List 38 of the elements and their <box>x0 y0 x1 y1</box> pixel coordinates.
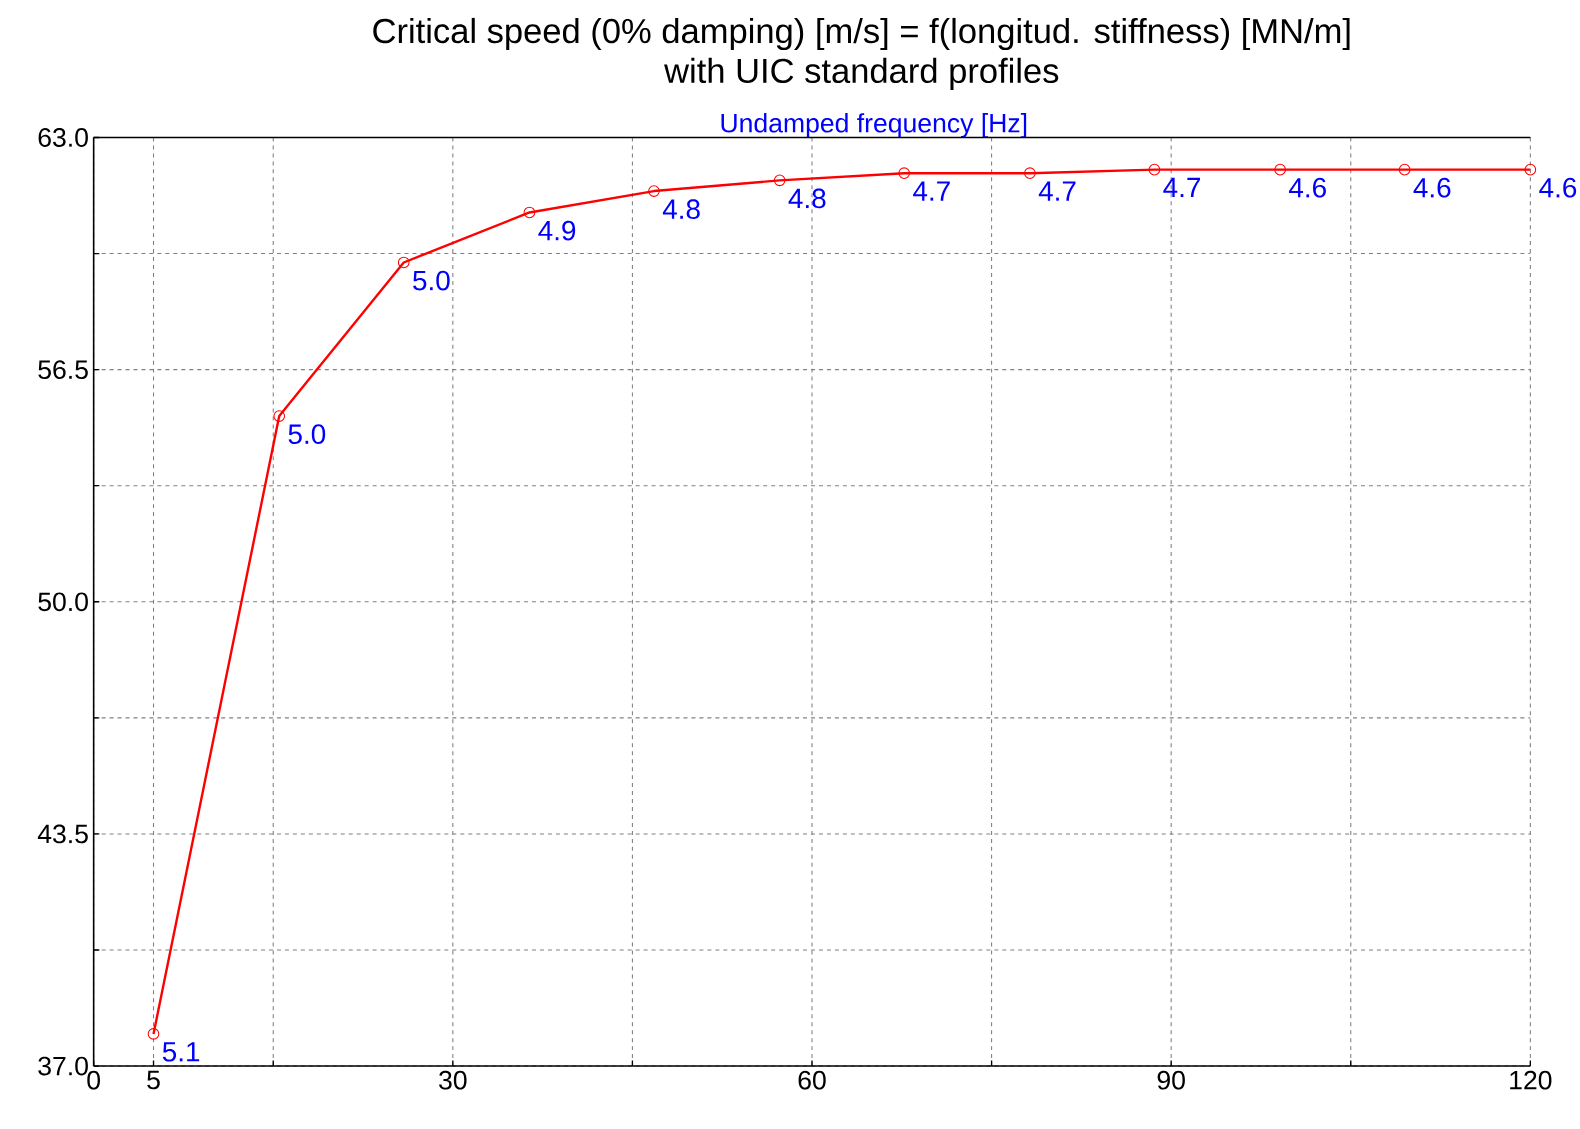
y-tick-label: 63.0 <box>38 128 88 147</box>
x-tick-label: 30 <box>439 1070 467 1090</box>
annotation: 5.1 <box>162 1042 200 1062</box>
x-tick-label: 0 <box>87 1070 100 1090</box>
annotation: 4.8 <box>662 199 700 220</box>
annotation: 4.7 <box>1038 181 1076 201</box>
y-tick-label: 43.5 <box>37 824 88 844</box>
point <box>1274 163 1286 176</box>
annotation: 4.9 <box>538 220 576 241</box>
annotation: 4.6 <box>1539 177 1577 198</box>
point <box>273 410 286 422</box>
point <box>1524 163 1537 176</box>
point <box>147 1028 160 1040</box>
chart-subtitle: with UIC standard profiles <box>664 57 1059 91</box>
y-tick-label: 50.0 <box>38 592 88 612</box>
annotation: 4.8 <box>788 188 826 209</box>
point <box>1148 163 1161 176</box>
annotation: 4.6 <box>1413 177 1451 198</box>
point <box>1024 167 1036 180</box>
y-tick-label: 37.0 <box>38 1056 88 1076</box>
annotation: 5.0 <box>413 270 450 291</box>
x-tick-label: 60 <box>798 1070 826 1090</box>
x-tick-label: 90 <box>1157 1070 1185 1090</box>
x-tick-label: 5 <box>147 1070 160 1090</box>
chart-title: Critical speed (0% damping) [m/s] = f(longitud. stiffness) [MN/m] <box>373 17 1350 51</box>
annotation: 4.7 <box>1163 177 1201 198</box>
point <box>397 256 410 269</box>
y-tick-label: 56.5 <box>38 360 88 380</box>
annotation: 5.0 <box>288 424 326 445</box>
annotation: 4.6 <box>1289 177 1326 198</box>
x-tick-label: 120 <box>1510 1070 1552 1090</box>
point <box>1398 163 1411 176</box>
point <box>898 167 911 180</box>
point <box>523 206 536 219</box>
annotation: Undamped frequency [Hz] <box>721 113 1027 138</box>
point <box>648 185 660 197</box>
annotation: 4.7 <box>913 181 950 201</box>
point <box>773 174 786 187</box>
